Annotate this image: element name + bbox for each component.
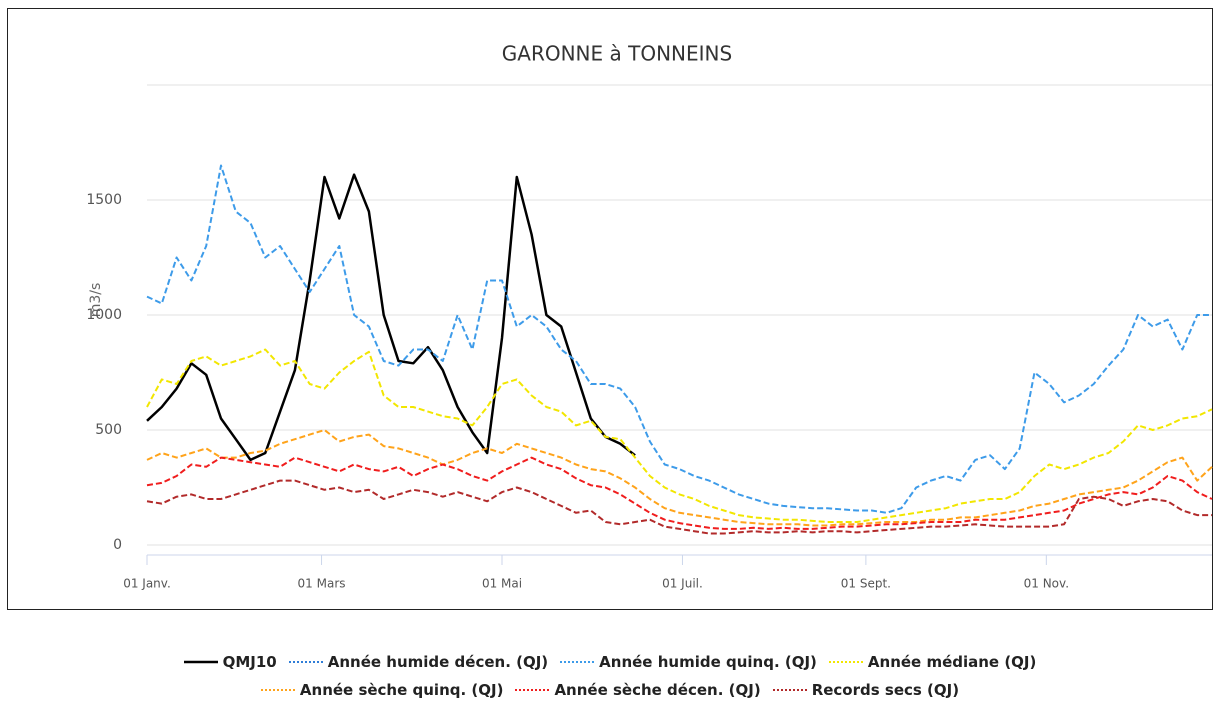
legend-label: QMJ10 (222, 653, 277, 671)
legend-symbol (288, 661, 323, 663)
legend-item[interactable]: Année humide quinq. (QJ) (558, 653, 817, 671)
legend-label: Année humide décen. (QJ) (327, 653, 549, 671)
series-line (146, 164, 1212, 514)
legend-item[interactable]: Année médiane (QJ) (827, 653, 1036, 671)
y-tick-label: 1000 (86, 307, 122, 323)
legend-item[interactable]: Année sèche quinq. (QJ) (259, 681, 504, 699)
x-tick-label: 01 Nov. (1024, 577, 1069, 591)
x-tick-label: 01 Janv. (123, 577, 171, 591)
series-line (146, 479, 1212, 535)
legend-label: Records secs (QJ) (811, 681, 960, 699)
chart: GARONNE à TONNEINS m3/s 0 500 1000 1500 01 J… (86, 42, 1213, 591)
chart-title: GARONNE à TONNEINS (502, 42, 732, 66)
y-tick-label: 1500 (86, 192, 122, 208)
series-line (146, 173, 636, 462)
legend-symbol (260, 689, 295, 691)
legend-symbol (515, 689, 550, 691)
series-line (146, 348, 1213, 523)
y-tick-label: 0 (113, 537, 122, 553)
legend-item[interactable]: QMJ10 (182, 653, 277, 671)
legend-item[interactable]: Année sèche décen. (QJ) (513, 681, 761, 699)
y-tick-label: 500 (95, 422, 122, 438)
legend-label: Année sèche quinq. (QJ) (299, 681, 504, 699)
legend-item[interactable]: Records secs (QJ) (771, 681, 959, 699)
x-tick-label: 01 Mars (298, 577, 346, 591)
x-tick-label: 01 Sept. (841, 577, 891, 591)
series-line (146, 429, 1213, 527)
chart-frame (7, 8, 1213, 610)
legend-row: Année sèche quinq. (QJ) Année sèche décen… (0, 676, 1218, 704)
legend-symbol (560, 661, 595, 663)
x-tick-label: 01 Mai (482, 577, 522, 591)
legend-row: QMJ10 Année humide décen. (QJ) Année humid… (0, 648, 1218, 676)
series-line (146, 456, 1213, 530)
legend-label: Année sèche décen. (QJ) (554, 681, 761, 699)
legend-label: Année médiane (QJ) (867, 653, 1037, 671)
legend-label: Année humide quinq. (QJ) (599, 653, 817, 671)
x-tick-label: 01 Juil. (662, 577, 703, 591)
legend-symbol (183, 660, 218, 664)
legend-item[interactable]: Année humide décen. (QJ) (287, 653, 548, 671)
y-axis-label: m3/s (88, 283, 104, 318)
legend: QMJ10 Année humide décen. (QJ) Année humid… (0, 648, 1218, 704)
legend-symbol (772, 689, 807, 691)
legend-symbol (828, 661, 863, 663)
